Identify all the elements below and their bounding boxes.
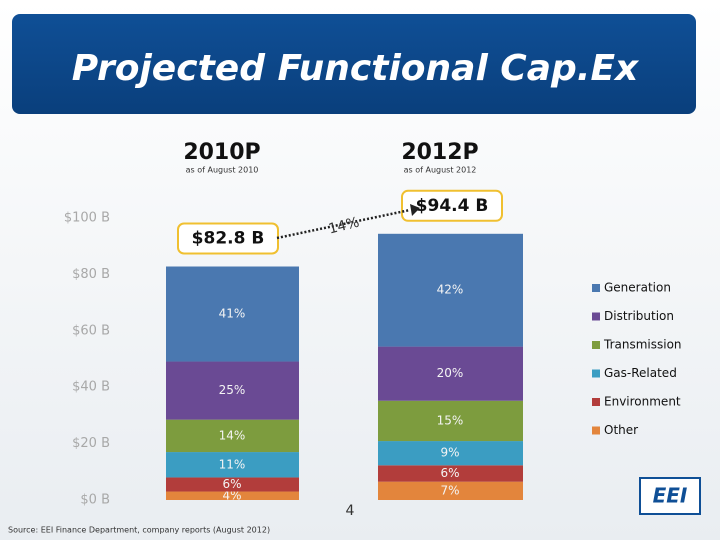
bar-segment bbox=[166, 477, 299, 492]
total-label: $82.8 B bbox=[192, 229, 265, 249]
data-label: 6% bbox=[440, 466, 459, 480]
legend-label: Distribution bbox=[604, 309, 674, 323]
category-label: 2010P bbox=[183, 140, 260, 165]
bar-segment bbox=[378, 400, 523, 442]
legend-swatch bbox=[592, 312, 600, 321]
bar-segment bbox=[378, 346, 523, 401]
title-banner bbox=[12, 14, 696, 114]
y-tick-label: $100 B bbox=[64, 211, 110, 226]
data-label: 4% bbox=[222, 488, 241, 502]
bar-segment bbox=[166, 419, 299, 453]
bar-segment bbox=[166, 266, 299, 362]
source-note: Source: EEI Finance Department, company … bbox=[8, 526, 270, 535]
data-label: 11% bbox=[219, 457, 246, 471]
bar-segment bbox=[378, 465, 523, 482]
y-tick-label: $20 B bbox=[72, 436, 110, 451]
arrow-head bbox=[410, 204, 420, 216]
y-tick-label: $40 B bbox=[72, 380, 110, 395]
legend-swatch bbox=[592, 369, 600, 378]
page-number: 4 bbox=[346, 503, 355, 519]
bar-segment bbox=[166, 452, 299, 478]
data-label: 14% bbox=[219, 428, 246, 442]
data-label: 20% bbox=[437, 366, 464, 380]
data-label: 6% bbox=[222, 477, 241, 491]
logo-box bbox=[639, 477, 701, 515]
legend-swatch bbox=[592, 341, 600, 349]
legend-label: Gas-Related bbox=[604, 366, 677, 380]
data-label: 9% bbox=[440, 446, 459, 460]
data-label: 42% bbox=[437, 283, 464, 297]
category-subtitle: as of August 2012 bbox=[404, 166, 477, 175]
data-label: 41% bbox=[219, 307, 246, 321]
data-label: 25% bbox=[219, 383, 246, 397]
y-tick-label: $80 B bbox=[72, 267, 110, 282]
logo: EEI bbox=[653, 484, 688, 508]
category-label: 2012P bbox=[401, 140, 478, 165]
legend-swatch bbox=[592, 426, 600, 435]
growth-label: 14% bbox=[327, 214, 361, 237]
total-label: $94.4 B bbox=[416, 196, 489, 216]
category-subtitle: as of August 2010 bbox=[186, 166, 259, 175]
bar-segment bbox=[378, 441, 523, 466]
legend-label: Generation bbox=[604, 281, 671, 295]
legend-swatch bbox=[592, 284, 600, 292]
slide-title: Projected Functional Cap.Ex bbox=[72, 48, 640, 89]
total-box bbox=[401, 189, 503, 222]
y-tick-label: $60 B bbox=[72, 323, 110, 338]
data-label: 7% bbox=[440, 483, 459, 497]
bar-segment bbox=[378, 233, 523, 347]
legend-swatch bbox=[592, 398, 600, 406]
bar-segment bbox=[378, 481, 523, 500]
legend-label: Environment bbox=[604, 395, 681, 409]
bar-segment bbox=[166, 361, 299, 420]
y-tick-label: $0 B bbox=[80, 493, 110, 508]
legend-label: Other bbox=[604, 423, 638, 437]
data-label: 15% bbox=[437, 413, 464, 427]
growth-arrow bbox=[276, 208, 411, 240]
bar-segment bbox=[166, 491, 299, 500]
legend-label: Transmission bbox=[603, 338, 682, 352]
